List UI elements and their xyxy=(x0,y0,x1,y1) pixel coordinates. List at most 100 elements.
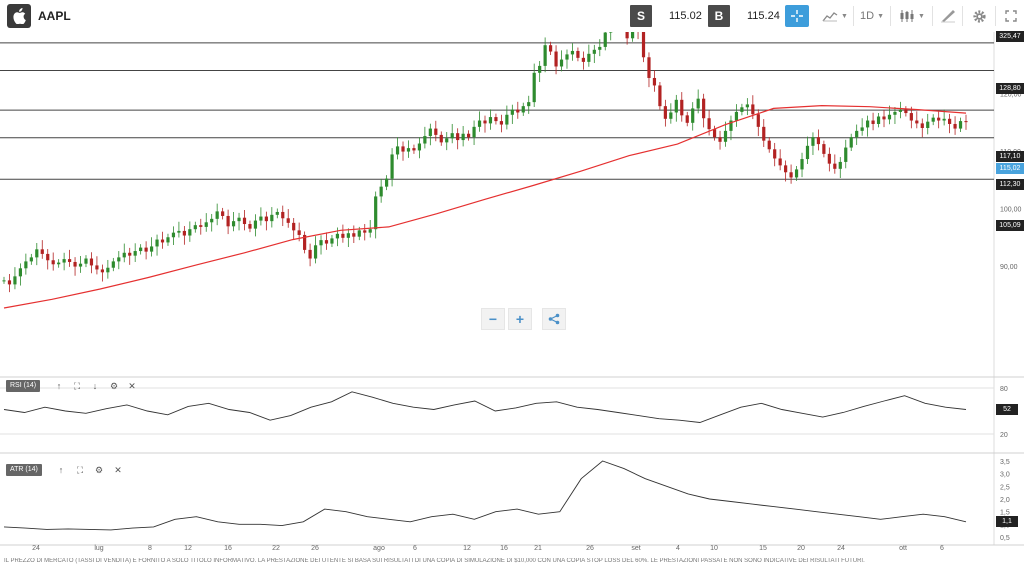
buy-button[interactable]: B xyxy=(708,5,730,27)
x-axis-label: 26 xyxy=(311,545,319,552)
symbol-title: AAPL xyxy=(38,9,71,23)
candle-body xyxy=(330,238,334,244)
area-chart-icon xyxy=(822,12,838,22)
arrow-down-icon[interactable]: ↓ xyxy=(92,381,98,391)
candle-body xyxy=(773,149,777,159)
candle-style-dropdown[interactable]: ▼ xyxy=(896,5,928,27)
gear-icon xyxy=(972,9,986,23)
candle-body xyxy=(177,230,181,233)
candle-body xyxy=(122,252,126,258)
candle-body xyxy=(685,115,689,123)
candle-body xyxy=(811,137,815,146)
candle-body xyxy=(505,114,509,125)
close-icon[interactable]: ✕ xyxy=(128,381,136,391)
atr-current-tag: 1,1 xyxy=(996,516,1018,527)
x-axis-label: 22 xyxy=(272,545,280,552)
candle-body xyxy=(237,217,241,222)
chart-type-dropdown[interactable]: ▼ xyxy=(820,5,850,27)
candle-body xyxy=(860,127,864,131)
candle-body xyxy=(816,137,821,145)
drawing-tools-button[interactable] xyxy=(937,5,959,27)
gear-icon[interactable]: ⚙ xyxy=(109,381,119,391)
x-axis-label: ott xyxy=(899,545,907,552)
x-axis-label: 21 xyxy=(534,545,542,552)
candle-body xyxy=(29,257,33,262)
maximize-icon[interactable]: ⛶ xyxy=(73,381,81,391)
gear-icon[interactable]: ⚙ xyxy=(94,465,104,475)
candle-body xyxy=(909,113,913,121)
candle-body xyxy=(625,32,629,39)
candle-body xyxy=(456,133,460,141)
candle-body xyxy=(390,154,394,179)
candle-body xyxy=(565,54,569,60)
maximize-icon[interactable]: ⛶ xyxy=(76,465,84,475)
candle-body xyxy=(335,233,340,239)
chevron-down-icon: ▼ xyxy=(877,12,884,20)
candle-body xyxy=(128,252,132,256)
candle-body xyxy=(680,99,684,116)
zoom-in-button[interactable]: + xyxy=(508,308,532,330)
candle-body xyxy=(592,49,596,54)
x-axis-label: 6 xyxy=(940,545,944,552)
candle-body xyxy=(226,215,230,227)
candle-body xyxy=(417,143,422,151)
candle-body xyxy=(341,233,345,238)
candle-body xyxy=(510,109,514,115)
plus-icon: + xyxy=(515,311,525,327)
candle-body xyxy=(149,246,154,252)
candle-body xyxy=(89,258,94,266)
candle-body xyxy=(833,163,837,169)
close-icon[interactable]: ✕ xyxy=(114,465,122,475)
candle-body xyxy=(18,268,22,277)
interval-label: 1D xyxy=(860,10,875,22)
candle-body xyxy=(849,137,853,148)
x-axis-label: 26 xyxy=(586,545,594,552)
drawing-pen-icon xyxy=(941,10,955,23)
candle-body xyxy=(800,159,804,170)
crosshair-button[interactable] xyxy=(785,5,809,27)
candle-body xyxy=(926,121,930,128)
candle-body xyxy=(467,133,471,138)
candle-body xyxy=(51,260,55,265)
candle-body xyxy=(745,104,749,108)
candle-body xyxy=(363,230,367,233)
candle-body xyxy=(931,117,935,122)
atr-panel-label: ATR (14) xyxy=(6,464,42,476)
x-axis-label: 12 xyxy=(463,545,471,552)
candle-body xyxy=(702,98,706,119)
candle-body xyxy=(603,32,607,47)
candle-body xyxy=(313,245,318,259)
candle-body xyxy=(84,258,88,264)
buy-price[interactable]: 115.24 xyxy=(747,10,780,22)
share-button[interactable] xyxy=(542,308,566,330)
candle-body xyxy=(248,224,252,229)
candle-body xyxy=(308,249,312,259)
candle-body xyxy=(46,253,50,261)
minus-icon: − xyxy=(488,311,498,327)
candle-body xyxy=(406,148,411,152)
x-axis-label: 10 xyxy=(710,545,718,552)
x-axis-label: 8 xyxy=(148,545,152,552)
candle-body xyxy=(844,147,848,162)
atr-line xyxy=(3,460,967,531)
candle-body xyxy=(24,261,28,269)
candle-body xyxy=(904,109,908,114)
arrow-up-icon[interactable]: ↑ xyxy=(56,381,62,391)
zoom-out-button[interactable]: − xyxy=(481,308,505,330)
candle-body xyxy=(242,217,247,225)
candle-body xyxy=(641,32,646,58)
fullscreen-button[interactable] xyxy=(1000,5,1022,27)
arrow-up-icon[interactable]: ↑ xyxy=(58,465,64,475)
candle-body xyxy=(319,240,323,246)
interval-dropdown[interactable]: 1D ▼ xyxy=(858,5,886,27)
candle-body xyxy=(324,240,329,244)
divider xyxy=(932,6,933,26)
sell-button[interactable]: S xyxy=(630,5,652,27)
candle-body xyxy=(778,158,782,166)
price-chart[interactable]: 130,00120,00110,00100,0090,0080203,53,02… xyxy=(0,32,1024,558)
candle-body xyxy=(395,146,400,155)
candle-body xyxy=(538,65,542,73)
sell-price[interactable]: 115.02 xyxy=(669,10,702,22)
settings-button[interactable] xyxy=(968,5,990,27)
candle-body xyxy=(215,211,219,219)
